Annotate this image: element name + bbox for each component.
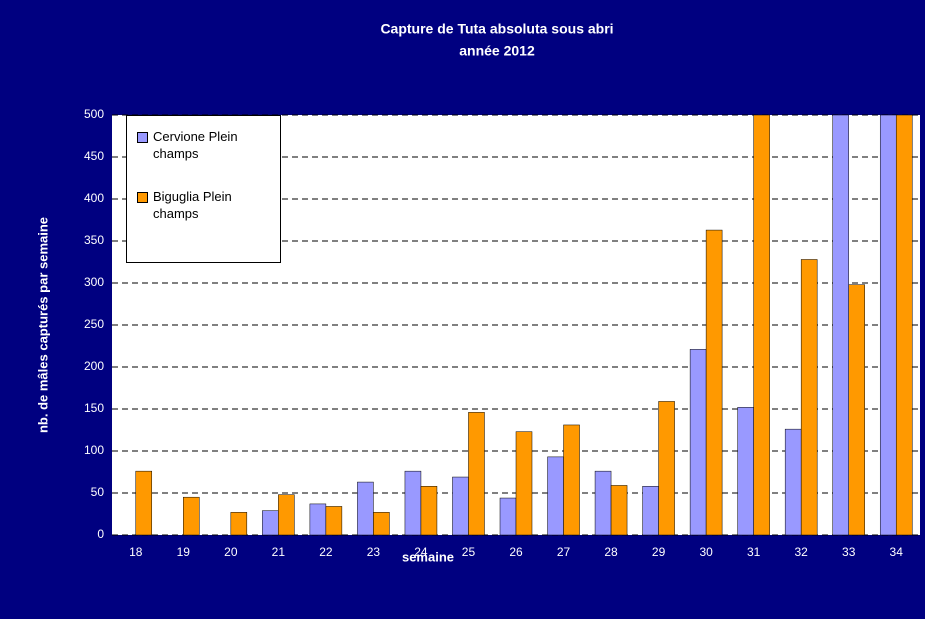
- x-axis-label: semaine: [402, 549, 454, 564]
- bar: [895, 114, 913, 536]
- y-tick-label: 0: [97, 527, 104, 541]
- x-tick-label: 20: [224, 545, 238, 559]
- bar: [689, 349, 707, 536]
- x-tick-label: 30: [699, 545, 713, 559]
- x-tick-label: 27: [557, 545, 571, 559]
- y-tick-label: 450: [84, 149, 104, 163]
- x-tick-label: 23: [367, 545, 381, 559]
- x-tick-label: 18: [129, 545, 143, 559]
- bar: [357, 481, 374, 536]
- x-tick-label: 34: [890, 545, 904, 559]
- legend-swatch: [137, 132, 148, 143]
- bar: [658, 401, 675, 536]
- bar: [404, 470, 422, 536]
- x-tick-label: 28: [604, 545, 618, 559]
- x-tick-label: 22: [319, 545, 333, 559]
- bar: [753, 114, 770, 536]
- bar: [737, 407, 754, 536]
- bar: [848, 284, 865, 536]
- legend-label: Cervione Plein champs: [153, 129, 238, 161]
- x-tick-label: 31: [747, 545, 761, 559]
- chart-subtitle: année 2012: [459, 43, 535, 59]
- bar: [594, 470, 612, 536]
- legend-swatch: [137, 192, 148, 203]
- y-tick-label: 100: [84, 443, 104, 457]
- bar: [800, 259, 818, 536]
- legend-label: Biguglia Plein champs: [153, 189, 232, 221]
- bar: [230, 512, 248, 536]
- bar: [468, 412, 485, 536]
- y-tick-label: 500: [84, 107, 104, 121]
- x-tick-label: 19: [177, 545, 191, 559]
- bar: [642, 486, 659, 536]
- y-tick-label: 50: [91, 485, 105, 499]
- y-tick-label: 150: [84, 401, 104, 415]
- y-tick-label: 200: [84, 359, 104, 373]
- y-tick-label: 350: [84, 233, 104, 247]
- legend: Cervione Plein champs Biguglia Plein cham…: [126, 115, 281, 263]
- x-tick-label: 33: [842, 545, 856, 559]
- bar: [515, 431, 533, 536]
- bar: [278, 494, 295, 536]
- y-tick-label: 300: [84, 275, 104, 289]
- bar: [610, 485, 628, 536]
- y-tick-label: 400: [84, 191, 104, 205]
- bar: [420, 486, 438, 536]
- x-tick-label: 26: [509, 545, 523, 559]
- x-tick-label: 25: [462, 545, 476, 559]
- bar: [563, 424, 580, 536]
- chart-title: Capture de Tuta absoluta sous abri: [380, 21, 613, 37]
- y-tick-label: 250: [84, 317, 104, 331]
- bar: [705, 229, 723, 536]
- y-axis-label: nb. de mâles capturés par semaine: [35, 217, 50, 433]
- x-tick-label: 24: [414, 545, 428, 559]
- bar: [499, 497, 517, 536]
- bar: [547, 456, 564, 536]
- x-tick-label: 29: [652, 545, 666, 559]
- bar: [832, 114, 849, 536]
- bar: [325, 506, 343, 536]
- legend-item: Cervione Plein champs: [137, 128, 274, 162]
- bar: [784, 428, 802, 536]
- x-tick-label: 32: [794, 545, 808, 559]
- bar: [135, 470, 153, 536]
- bar: [373, 512, 390, 536]
- x-tick-label: 21: [272, 545, 286, 559]
- bar: [262, 510, 279, 536]
- bar: [452, 476, 469, 536]
- bar: [183, 496, 200, 536]
- bar: [309, 503, 327, 536]
- legend-item: Biguglia Plein champs: [137, 188, 274, 222]
- bar: [879, 114, 897, 536]
